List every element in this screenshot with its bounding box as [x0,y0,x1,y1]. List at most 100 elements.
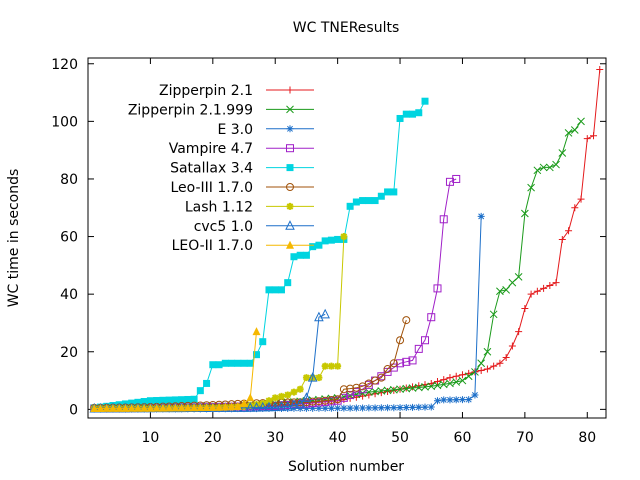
data-point [314,397,323,406]
data-point [384,188,392,196]
data-point [286,144,294,153]
data-point [140,398,148,406]
data-point [433,284,442,293]
data-point [590,132,598,140]
data-point [265,405,273,413]
data-point [309,404,317,412]
data-point [508,278,517,287]
data-point [257,401,268,412]
data-point [452,396,460,404]
data-point [271,404,279,412]
data-point [477,366,485,374]
data-point [102,403,111,412]
data-point [446,396,454,404]
data-point [165,396,173,404]
data-point [228,359,236,367]
data-point [377,373,386,382]
data-point [265,397,273,405]
data-point [290,388,298,396]
data-point [315,374,323,382]
data-point [302,404,310,412]
x-axis-ticks: 10 20 30 40 50 60 70 80 [141,58,596,446]
legend-label: LEO-II 1.7.0 [172,238,253,254]
data-point [327,404,335,412]
data-point [346,384,355,393]
data-point [321,396,330,405]
data-point [396,114,404,122]
data-point [496,287,504,296]
series-lash-1-12 [90,233,348,413]
legend-label: Satallax 3.4 [170,161,253,177]
data-point [196,403,205,412]
data-point [365,197,373,205]
data-point [396,385,404,394]
data-point [471,391,479,399]
y-axis-label: WC time in seconds [6,169,22,308]
data-point [545,163,554,172]
legend-label: cvc5 1.0 [194,219,253,235]
data-point [377,387,386,395]
data-point [140,403,149,412]
legend-label: Leo-III 1.7.0 [170,180,253,196]
chart-legend: Zipperpin 2.1 Zipperpin 2.1.999 E 3.0 Vampi… [128,83,314,254]
data-point [521,209,529,218]
data-point [221,402,230,411]
data-point [477,212,485,220]
data-point [496,359,504,367]
data-point [240,359,248,367]
data-point [577,117,585,126]
data-point [483,347,492,356]
data-point [527,183,535,192]
data-point [396,359,405,368]
data-point [365,404,373,412]
data-point [264,401,274,412]
data-point [158,403,167,412]
data-point [209,361,217,369]
data-point [409,110,417,118]
data-point [121,403,130,412]
data-point [146,397,154,405]
x-tick-label: 30 [266,430,284,446]
data-point [265,286,273,294]
series-e-3-0 [90,212,485,413]
data-point [565,227,573,235]
x-tick-label: 10 [141,430,159,446]
data-point [421,336,430,345]
data-point [439,215,448,224]
data-point [339,393,348,402]
data-point [440,396,448,404]
data-point [153,397,161,405]
data-point [346,202,354,210]
data-point [246,393,255,402]
data-point [190,403,199,412]
series-layer [89,66,604,413]
data-point [477,359,486,368]
data-point [327,396,336,404]
data-point [315,404,323,412]
data-point [171,403,180,412]
series-satallax-3-4 [90,97,429,412]
data-point [127,403,136,412]
data-point [377,404,385,412]
data-point [284,391,292,399]
data-point [539,163,548,172]
data-point [515,328,523,336]
data-point [252,327,261,336]
data-point [296,385,304,393]
legend-label: Vampire 4.7 [169,141,253,157]
data-point [309,243,317,251]
data-point [286,125,294,133]
plot-border [87,57,607,419]
data-point [421,383,429,391]
data-point [203,379,211,387]
data-point [402,110,410,118]
data-point [384,404,392,412]
data-point [221,359,229,367]
data-point [383,365,392,374]
data-point [552,279,560,287]
data-point [314,311,324,322]
data-point [390,188,398,196]
data-point [289,398,298,407]
data-point [352,388,361,397]
y-tick-label: 100 [51,114,78,130]
